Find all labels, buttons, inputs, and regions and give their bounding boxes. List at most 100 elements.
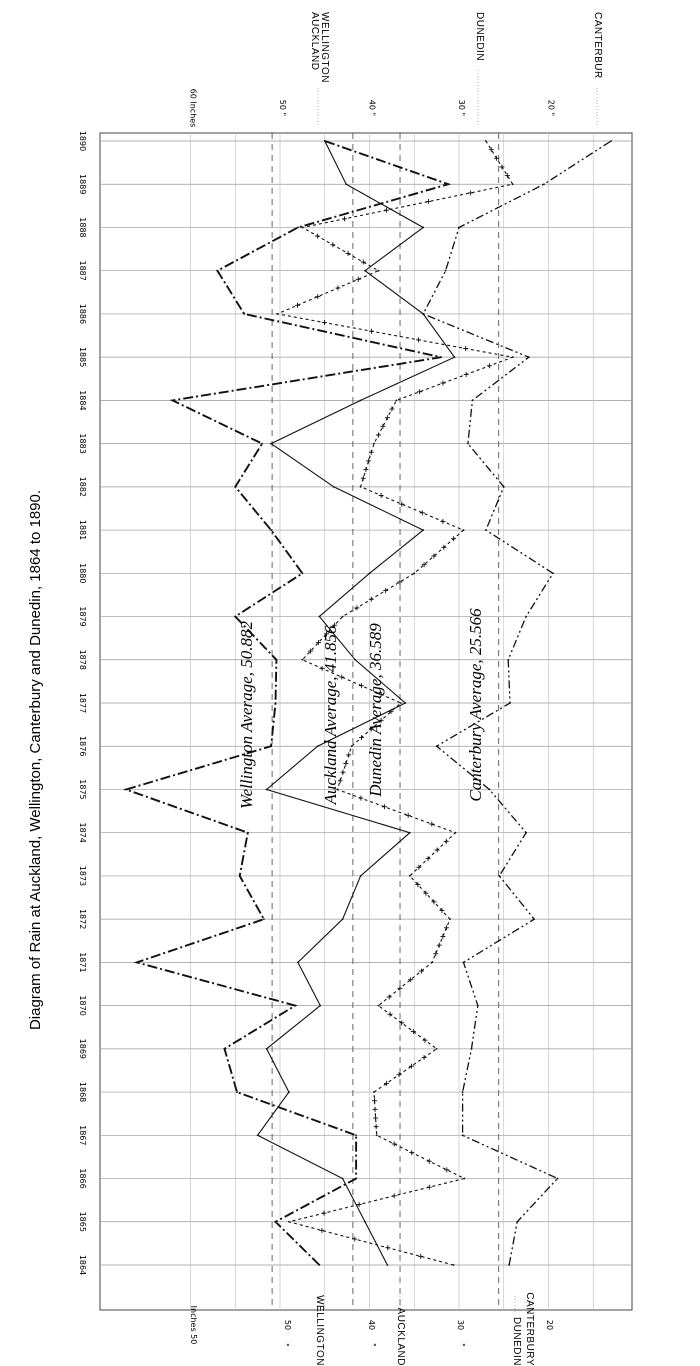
data-point bbox=[395, 399, 398, 402]
data-point bbox=[484, 140, 487, 142]
data-point bbox=[435, 1047, 438, 1050]
data-point bbox=[265, 1047, 268, 1050]
data-point bbox=[556, 1177, 559, 1180]
data-point bbox=[341, 615, 344, 618]
top-axis-label: 30 " bbox=[457, 100, 466, 116]
bottom-axis-label: Inches 50 bbox=[189, 1306, 198, 1345]
data-point bbox=[364, 1220, 366, 1223]
year-tick-label: 1884 bbox=[78, 390, 87, 410]
data-point bbox=[135, 961, 138, 964]
data-point bbox=[454, 831, 457, 834]
data-point bbox=[377, 269, 380, 272]
year-tick-label: 1866 bbox=[78, 1168, 87, 1188]
year-tick-label: 1886 bbox=[78, 304, 87, 324]
data-point bbox=[453, 356, 456, 359]
average-label: Dunedin Average, 36.589 bbox=[366, 623, 385, 798]
bottom-axis-label: 50 bbox=[283, 1320, 292, 1330]
data-point bbox=[318, 1264, 321, 1266]
data-point bbox=[270, 442, 272, 445]
data-point bbox=[508, 1264, 511, 1266]
data-point bbox=[408, 831, 411, 834]
data-point bbox=[502, 485, 505, 488]
plot-frame bbox=[99, 132, 633, 1311]
data-point bbox=[301, 658, 304, 661]
data-point bbox=[449, 918, 451, 921]
data-point bbox=[274, 702, 277, 704]
year-tick-label: 1875 bbox=[78, 779, 87, 799]
data-point bbox=[243, 313, 246, 315]
data-point bbox=[171, 399, 174, 402]
data-point bbox=[509, 702, 511, 704]
data-point bbox=[125, 788, 127, 791]
data-point bbox=[476, 1004, 479, 1007]
data-point bbox=[543, 183, 545, 186]
data-point bbox=[294, 1004, 297, 1007]
year-tick-label: 1887 bbox=[78, 261, 87, 281]
data-point bbox=[527, 356, 530, 359]
data-point bbox=[373, 1091, 375, 1093]
data-point bbox=[223, 1047, 226, 1050]
data-point bbox=[345, 183, 348, 186]
chart-labels: 1864 1865 1866 1867 1868 1869 1870 1871 1872 1873… bbox=[27, 12, 603, 1366]
data-point bbox=[256, 1134, 259, 1137]
data-point bbox=[316, 745, 319, 748]
data-point bbox=[288, 1091, 290, 1093]
bottom-axis-label: " bbox=[457, 1343, 466, 1347]
data-point bbox=[355, 1177, 357, 1180]
data-point bbox=[377, 1004, 380, 1007]
top-axis-label: 60 Inches bbox=[189, 89, 198, 128]
data-point bbox=[318, 615, 321, 618]
year-tick-label: 1890 bbox=[78, 131, 87, 151]
data-point bbox=[525, 831, 528, 834]
data-point bbox=[319, 1004, 322, 1007]
average-label: Auckland Average, 41.856 bbox=[321, 625, 340, 806]
bottom-series-label: WELLINGTON bbox=[314, 1295, 325, 1366]
bottom-axis-label: 20 bbox=[545, 1320, 554, 1330]
bottom-axis-label: " bbox=[368, 1343, 377, 1347]
data-point bbox=[332, 485, 335, 488]
data-point bbox=[422, 529, 425, 531]
year-tick-label: 1871 bbox=[78, 952, 87, 972]
year-tick-label: 1888 bbox=[78, 217, 87, 237]
data-point bbox=[498, 875, 501, 877]
series-lines bbox=[123, 140, 613, 1266]
data-point bbox=[375, 1134, 378, 1137]
data-point bbox=[447, 183, 450, 186]
series-line-dunedin bbox=[275, 140, 515, 1266]
top-series-label: AUCKLAND bbox=[309, 12, 320, 70]
data-point bbox=[413, 572, 416, 575]
data-point bbox=[488, 788, 491, 791]
year-tick-label: 1869 bbox=[78, 1039, 87, 1059]
data-point bbox=[516, 1220, 519, 1223]
data-point bbox=[274, 1220, 277, 1223]
year-tick-label: 1880 bbox=[78, 563, 87, 583]
data-point bbox=[462, 961, 465, 964]
year-tick-label: 1874 bbox=[78, 823, 87, 843]
data-point bbox=[238, 875, 241, 877]
year-tick-label: 1885 bbox=[78, 347, 87, 367]
data-point bbox=[440, 356, 442, 359]
data-point bbox=[355, 1134, 357, 1137]
data-point bbox=[507, 658, 510, 661]
data-point bbox=[467, 442, 469, 445]
top-series-label: DUNEDIN bbox=[474, 12, 485, 61]
data-point bbox=[297, 961, 299, 964]
bottom-series-label: AUCKLAND bbox=[395, 1308, 406, 1366]
average-label: Canterbury Average, 25.566 bbox=[466, 608, 485, 802]
data-point bbox=[236, 1091, 238, 1093]
data-point bbox=[386, 1264, 389, 1266]
data-point bbox=[275, 658, 278, 661]
data-point bbox=[471, 399, 474, 402]
year-tick-label: 1883 bbox=[78, 433, 87, 453]
data-point bbox=[354, 658, 357, 661]
bottom-series-label: DUNEDIN bbox=[511, 1317, 522, 1366]
top-series-label: WELLINGTON bbox=[319, 12, 330, 83]
data-point bbox=[431, 961, 434, 964]
data-point bbox=[399, 702, 402, 704]
year-tick-label: 1870 bbox=[78, 995, 87, 1015]
bottom-axis-label: 40 bbox=[367, 1320, 376, 1330]
data-point bbox=[484, 529, 487, 531]
data-point bbox=[470, 1047, 473, 1050]
year-tick-label: 1865 bbox=[78, 1212, 87, 1232]
